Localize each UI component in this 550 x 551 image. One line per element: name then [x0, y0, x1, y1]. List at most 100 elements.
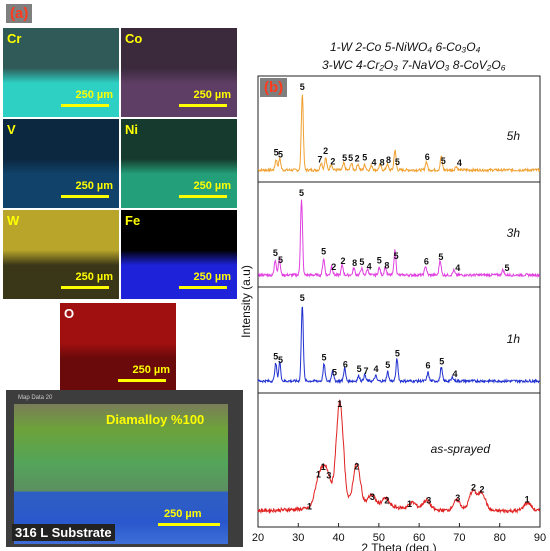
scale-bar [179, 195, 227, 198]
peak-label: 8 [380, 157, 385, 167]
composite-map: Map Data 20 Diamalloy %100 316 L Substra… [6, 390, 243, 547]
peak-label: 5 [385, 360, 390, 370]
panel-a-label: (a) [6, 4, 33, 23]
eds-map-label: Fe [125, 213, 141, 228]
peak-label: 5 [278, 355, 283, 365]
scale-bar-text: 250 µm [193, 180, 231, 192]
peak-label: 4 [374, 364, 379, 374]
peak-label: 5 [395, 349, 400, 359]
peak-label: 5 [439, 356, 444, 366]
peak-label: 1 [525, 495, 530, 505]
eds-map-co: Co 250 µm [121, 28, 237, 117]
peak-label: 5 [438, 252, 443, 262]
peak-label: 5 [300, 82, 305, 92]
peak-label: 3 [426, 496, 431, 506]
series-name-label: as-sprayed [431, 442, 491, 456]
peak-label: 5 [362, 153, 367, 163]
scale-bar-text: 250 µm [132, 364, 170, 376]
peak-label: 1 [407, 499, 412, 509]
series-line-1h [257, 306, 541, 385]
x-axis-label: 2 Theta (deg.) [361, 541, 436, 551]
peak-label: 4 [455, 263, 460, 273]
peak-label: 5 [299, 188, 304, 198]
eds-map-label: Ni [125, 122, 138, 137]
peak-label: 5 [300, 293, 305, 303]
peak-label: 5 [377, 256, 382, 266]
peak-label: 2 [330, 156, 335, 166]
peak-label: 8 [386, 155, 391, 165]
scale-bar-text: 250 µm [75, 180, 113, 192]
peak-label: 7 [318, 154, 323, 164]
peak-label: 2 [331, 262, 336, 272]
peak-label: 2 [340, 256, 345, 266]
scale-bar-text: 250 µm [193, 271, 231, 283]
composite-scale-bar [158, 523, 220, 526]
peak-label: 6 [425, 361, 430, 371]
peak-label: 5 [322, 352, 327, 362]
peak-label: 5 [394, 251, 399, 261]
peak-label: 5 [348, 153, 353, 163]
peak-label: 1 [316, 470, 321, 480]
phase-legend-line-1: 1-W 2-Co 5-NiWO₄ 6-Co₃O₄ [330, 40, 481, 54]
series-line-3h [258, 199, 541, 279]
eds-map-ni: Ni 250 µm [121, 119, 237, 208]
series-name-label: 5h [507, 129, 521, 143]
peak-label: 2 [479, 485, 484, 495]
scale-bar [61, 286, 109, 289]
eds-map-o: O 250 µm [60, 303, 176, 392]
peak-label: 5 [278, 150, 283, 160]
peak-label: 5 [342, 153, 347, 163]
peak-label: 2 [323, 146, 328, 156]
peak-label: 3 [370, 492, 375, 502]
peak-label: 5 [278, 255, 283, 265]
series-line-5h [257, 94, 541, 173]
x-tick-label: 50 [373, 532, 385, 544]
eds-map-w: W 250 µm [3, 210, 119, 299]
x-tick-label: 90 [534, 532, 546, 544]
peak-label: 2 [471, 483, 476, 493]
plot-frame [257, 75, 541, 528]
scale-bar-text: 250 µm [75, 89, 113, 101]
peak-label: 5 [321, 247, 326, 257]
peak-label: 2 [384, 495, 389, 505]
peak-label: 4 [457, 158, 462, 168]
x-tick-label: 60 [413, 532, 425, 544]
peak-label: 8 [384, 261, 389, 271]
scale-bar-text: 250 µm [193, 89, 231, 101]
phase-legend-line-2: 3-WC 4-Cr₂O₃ 7-NaVO₃ 8-CoV₂O₆ [322, 58, 506, 72]
series-name-label: 1h [507, 332, 521, 346]
x-tick-label: 70 [453, 532, 465, 544]
peak-label: 5 [504, 263, 509, 273]
peak-label: 1 [321, 462, 326, 472]
x-tick-label: 80 [494, 532, 506, 544]
eds-map-label: O [64, 306, 75, 321]
peak-label: 5 [273, 248, 278, 258]
peak-label: 7 [363, 366, 368, 376]
coating-label: Diamalloy %100 [106, 412, 205, 427]
scale-bar [61, 195, 109, 198]
scale-bar-text: 250 µm [75, 271, 113, 283]
eds-map-cr: Cr 250 µm [3, 28, 119, 117]
peak-label: 6 [343, 360, 348, 370]
peak-label: 5 [274, 147, 279, 157]
composite-header: Map Data 20 [18, 395, 53, 401]
eds-map-label: W [7, 213, 20, 228]
peak-label: 3 [326, 470, 331, 480]
composite-image [14, 404, 228, 544]
peak-label: 2 [354, 461, 359, 471]
x-tick-label: 20 [252, 532, 264, 544]
eds-map-label: Co [125, 31, 143, 46]
peak-label: 5 [357, 364, 362, 374]
peak-label: 6 [424, 256, 429, 266]
peak-label: 8 [352, 258, 357, 268]
peak-label: 6 [425, 152, 430, 162]
substrate-label: 316 L Substrate [12, 524, 115, 541]
scale-bar [61, 104, 109, 107]
series-name-label: 3h [507, 226, 521, 240]
peak-label: 4 [452, 369, 457, 379]
scale-bar [118, 379, 166, 382]
peak-label: 1 [307, 501, 312, 511]
panel-b-label: (b) [260, 78, 288, 97]
eds-map-label: V [7, 122, 16, 137]
